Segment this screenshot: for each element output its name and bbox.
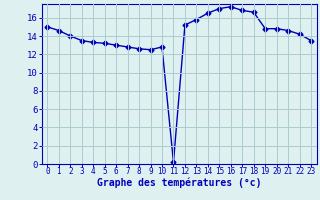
X-axis label: Graphe des températures (°c): Graphe des températures (°c) bbox=[97, 178, 261, 188]
